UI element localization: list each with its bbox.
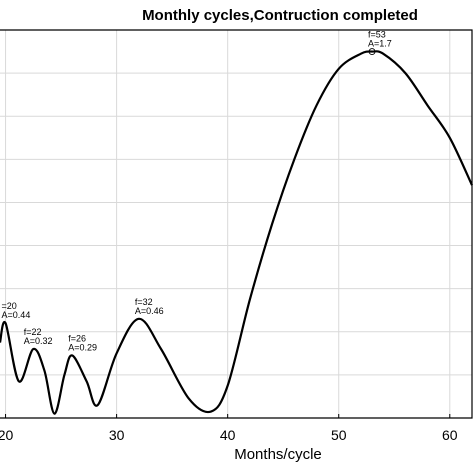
chart-title: Monthly cycles,Contruction completed bbox=[142, 7, 418, 24]
x-tick-labels: 20 30 40 50 60 bbox=[0, 414, 458, 443]
peak-frequency-label: f=53 bbox=[368, 30, 386, 40]
peak-annotation: f=26A=0.29 bbox=[68, 333, 97, 352]
peak-marker bbox=[368, 48, 376, 55]
peak-amplitude-label: A=0.29 bbox=[68, 342, 97, 352]
peak-amplitude-label: A=0.44 bbox=[2, 310, 31, 320]
peak-annotation: =20A=0.44 bbox=[2, 301, 31, 320]
x-axis-label: Months/cycle bbox=[234, 446, 322, 463]
x-tick-label: 50 bbox=[331, 427, 347, 443]
peak-amplitude-label: A=0.32 bbox=[24, 336, 53, 346]
grid bbox=[0, 30, 472, 418]
x-tick-label: 30 bbox=[109, 427, 125, 443]
peak-frequency-label: =20 bbox=[2, 301, 17, 311]
peak-frequency-label: f=22 bbox=[24, 327, 42, 337]
x-tick-label: 40 bbox=[220, 427, 236, 443]
peak-amplitude-label: A=0.46 bbox=[135, 306, 164, 316]
peak-frequency-label: f=26 bbox=[68, 333, 86, 343]
plot-frame bbox=[0, 29, 473, 419]
peak-frequency-label: f=32 bbox=[135, 297, 153, 307]
x-tick-label: 20 bbox=[0, 427, 14, 443]
annotations: =20A=0.44f=22A=0.32 f=26A=0.29f=32A=0.46f… bbox=[2, 30, 392, 353]
series-line bbox=[0, 50, 473, 415]
peak-annotation: f=32A=0.46 bbox=[135, 297, 164, 316]
axes bbox=[0, 29, 473, 419]
x-tick-label: 60 bbox=[442, 427, 458, 443]
peak-amplitude-label: A=1.7 bbox=[368, 39, 392, 49]
peak-annotation: f=22A=0.32 bbox=[24, 327, 53, 346]
peak-annotation: f=53A=1.7 bbox=[368, 30, 392, 55]
